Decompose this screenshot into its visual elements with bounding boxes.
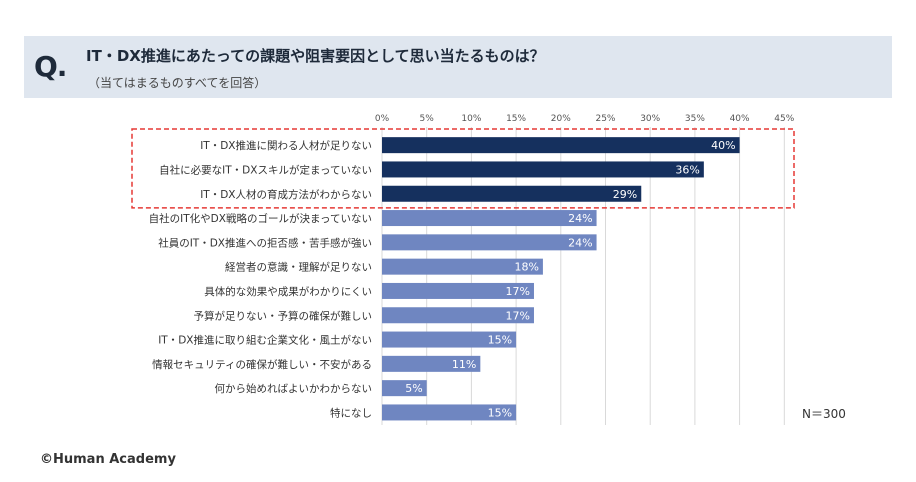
bar xyxy=(382,185,642,202)
tick-label: 10% xyxy=(461,114,481,124)
bar xyxy=(382,307,534,324)
copyright: ©Human Academy xyxy=(40,452,176,467)
tick-label: 25% xyxy=(595,114,615,124)
tick-label: 40% xyxy=(730,114,750,124)
data-label: 11% xyxy=(452,358,476,371)
bar xyxy=(382,355,481,372)
bar xyxy=(382,380,427,397)
data-label: 24% xyxy=(568,212,592,225)
data-label: 24% xyxy=(568,236,592,249)
category-label: 何から始めればよいかわからない xyxy=(215,382,373,395)
category-label: 予算が足りない・予算の確保が難しい xyxy=(194,309,373,322)
question-header: Q. IT・DX推進にあたっての課題や阻害要因として思い当たるものは？ （当ては… xyxy=(24,36,892,98)
bar xyxy=(382,258,543,275)
bar xyxy=(382,282,534,299)
category-label: 具体的な効果や成果がわかりにくい xyxy=(204,285,372,298)
question-mark: Q. xyxy=(34,50,67,83)
sample-size: N＝300 xyxy=(802,407,846,421)
data-label: 15% xyxy=(488,406,512,419)
category-label: IT・DX推進に取り組む企業文化・風土がない xyxy=(158,334,372,347)
bar xyxy=(382,234,597,251)
data-label: 36% xyxy=(675,163,699,176)
category-label: IT・DX推進に関わる人材が足りない xyxy=(200,139,372,152)
highlight-box xyxy=(131,128,795,209)
data-label: 18% xyxy=(514,261,538,274)
bar xyxy=(382,331,517,348)
category-label: 情報セキュリティの確保が難しい・不安がある xyxy=(152,358,372,371)
category-label: 社員のIT・DX推進への拒否感・苦手感が強い xyxy=(158,236,372,249)
question-title: IT・DX推進にあたっての課題や阻害要因として思い当たるものは？ xyxy=(86,47,545,65)
data-label: 5% xyxy=(405,382,422,395)
tick-label: 35% xyxy=(685,114,705,124)
bar xyxy=(382,404,517,421)
category-label: 自社に必要なIT・DXスキルが定まっていない xyxy=(159,163,372,176)
bar xyxy=(382,161,704,178)
bar xyxy=(382,210,597,227)
data-label: 15% xyxy=(488,334,512,347)
tick-label: 5% xyxy=(420,114,435,124)
tick-label: 45% xyxy=(774,114,794,124)
data-label: 29% xyxy=(613,188,637,201)
category-label: 特になし xyxy=(330,407,372,419)
data-label: 17% xyxy=(506,285,530,298)
data-label: 40% xyxy=(711,139,735,152)
bar xyxy=(382,137,740,154)
data-label: 17% xyxy=(506,309,530,322)
category-label: IT・DX人材の育成方法がわからない xyxy=(200,188,372,201)
tick-label: 15% xyxy=(506,114,526,124)
tick-label: 0% xyxy=(375,114,390,124)
tick-label: 20% xyxy=(551,114,571,124)
category-label: 自社のIT化やDX戦略のゴールが決まっていない xyxy=(149,212,372,225)
category-label: 経営者の意識・理解が足りない xyxy=(225,261,372,274)
tick-label: 30% xyxy=(640,114,660,124)
question-note: （当てはまるものすべてを回答） xyxy=(88,76,267,90)
